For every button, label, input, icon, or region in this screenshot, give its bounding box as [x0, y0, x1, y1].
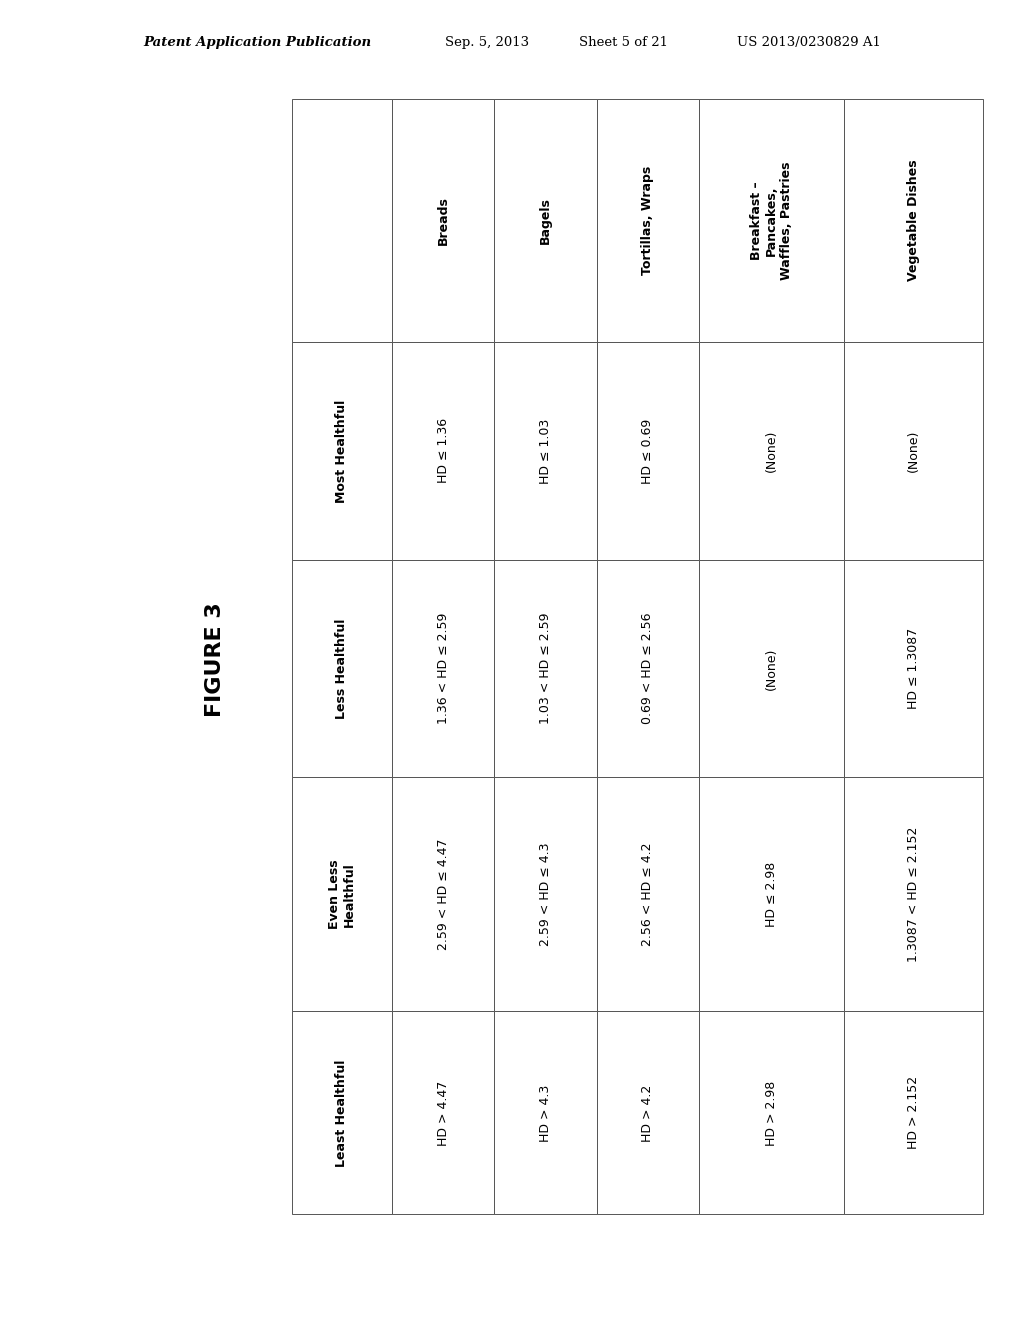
Text: 2.59 < HD ≤ 4.3: 2.59 < HD ≤ 4.3	[539, 842, 552, 946]
Bar	[597, 560, 699, 777]
Bar	[292, 99, 392, 342]
Bar	[392, 342, 495, 560]
Text: 1.03 < HD ≤ 2.59: 1.03 < HD ≤ 2.59	[539, 612, 552, 725]
Text: (None): (None)	[765, 430, 778, 473]
Bar	[597, 342, 699, 560]
Bar	[292, 1011, 392, 1214]
Text: Vegetable Dishes: Vegetable Dishes	[907, 160, 921, 281]
Bar	[495, 777, 597, 1011]
Text: Even Less
Healthful: Even Less Healthful	[328, 859, 356, 929]
Text: Least Healthful: Least Healthful	[336, 1059, 348, 1167]
Bar	[292, 777, 392, 1011]
Text: (None): (None)	[765, 647, 778, 689]
Bar	[495, 342, 597, 560]
Text: Sep. 5, 2013: Sep. 5, 2013	[445, 36, 529, 49]
Text: HD > 2.98: HD > 2.98	[765, 1080, 778, 1146]
Bar	[844, 1011, 983, 1214]
Text: HD ≤ 2.98: HD ≤ 2.98	[765, 862, 778, 927]
Text: HD ≤ 1.3087: HD ≤ 1.3087	[907, 628, 921, 709]
Bar	[699, 777, 844, 1011]
Bar	[392, 560, 495, 777]
Text: Less Healthful: Less Healthful	[336, 618, 348, 718]
Text: 2.56 < HD ≤ 4.2: 2.56 < HD ≤ 4.2	[641, 842, 654, 946]
Text: HD > 4.3: HD > 4.3	[539, 1084, 552, 1142]
Text: HD ≤ 1.03: HD ≤ 1.03	[539, 418, 552, 483]
Bar	[699, 342, 844, 560]
Text: HD > 2.152: HD > 2.152	[907, 1076, 921, 1150]
Text: 2.59 < HD ≤ 4.47: 2.59 < HD ≤ 4.47	[436, 838, 450, 950]
Text: HD > 4.2: HD > 4.2	[641, 1084, 654, 1142]
Bar	[597, 99, 699, 342]
Bar	[495, 560, 597, 777]
Text: HD > 4.47: HD > 4.47	[436, 1080, 450, 1146]
Text: FIGURE 3: FIGURE 3	[205, 603, 225, 717]
Bar	[597, 1011, 699, 1214]
Bar	[699, 560, 844, 777]
Bar	[699, 1011, 844, 1214]
Bar	[844, 560, 983, 777]
Text: Tortillas, Wraps: Tortillas, Wraps	[641, 166, 654, 275]
Bar	[844, 777, 983, 1011]
Bar	[392, 777, 495, 1011]
Text: Sheet 5 of 21: Sheet 5 of 21	[579, 36, 668, 49]
Bar	[844, 342, 983, 560]
Text: 1.3087 < HD ≤ 2.152: 1.3087 < HD ≤ 2.152	[907, 826, 921, 962]
Bar	[495, 99, 597, 342]
Bar	[699, 99, 844, 342]
Text: Patent Application Publication: Patent Application Publication	[143, 36, 372, 49]
Bar	[292, 342, 392, 560]
Text: US 2013/0230829 A1: US 2013/0230829 A1	[737, 36, 882, 49]
Text: Bagels: Bagels	[539, 197, 552, 244]
Bar	[495, 1011, 597, 1214]
Bar	[392, 99, 495, 342]
Bar	[392, 1011, 495, 1214]
Text: 0.69 < HD ≤ 2.56: 0.69 < HD ≤ 2.56	[641, 612, 654, 725]
Text: Breads: Breads	[436, 197, 450, 246]
Text: HD ≤ 1.36: HD ≤ 1.36	[436, 418, 450, 483]
Bar	[844, 99, 983, 342]
Text: HD ≤ 0.69: HD ≤ 0.69	[641, 418, 654, 483]
Bar	[292, 560, 392, 777]
Text: Most Healthful: Most Healthful	[336, 399, 348, 503]
Text: Breakfast –
Pancakes,
Waffles, Pastries: Breakfast – Pancakes, Waffles, Pastries	[750, 161, 793, 280]
Text: (None): (None)	[907, 430, 921, 473]
Bar	[597, 777, 699, 1011]
Text: 1.36 < HD ≤ 2.59: 1.36 < HD ≤ 2.59	[436, 612, 450, 725]
